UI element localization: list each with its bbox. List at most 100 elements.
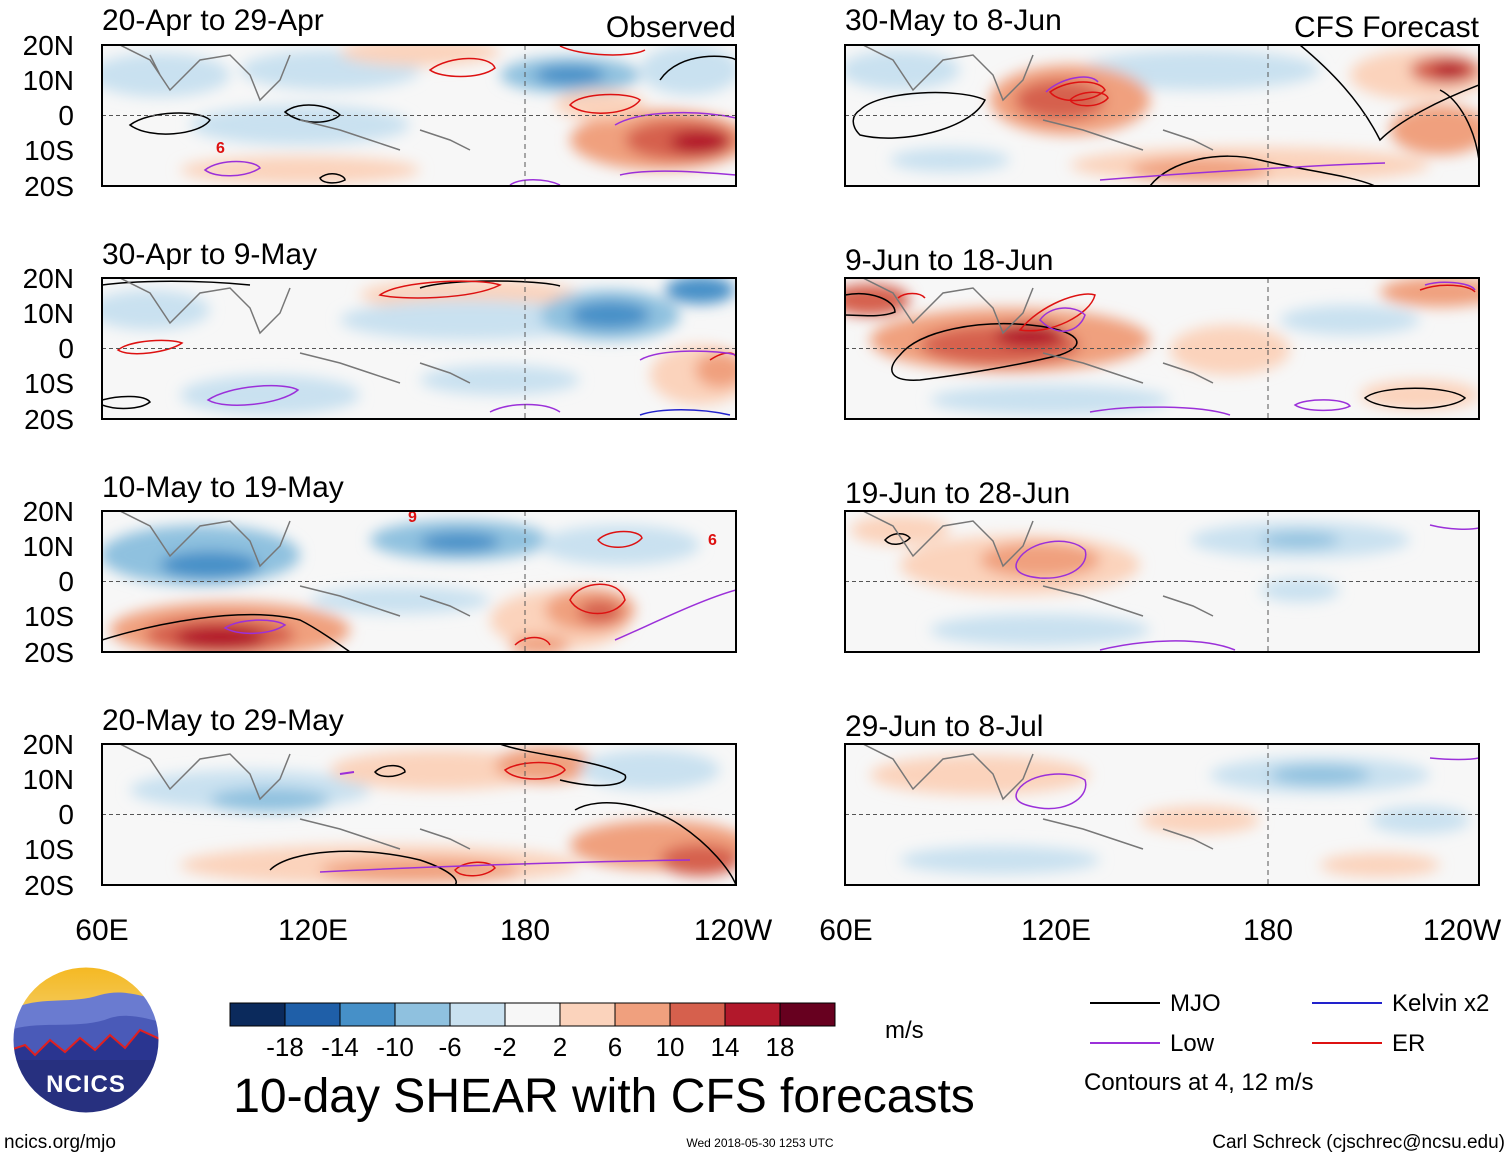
lat-axis-panel-4: 20N 10N 0 10S 20S [23,729,74,901]
lat-label: 10S [24,135,74,166]
panel-frame [101,277,737,420]
lat-label: 10S [24,601,74,632]
panel-frame [844,44,1480,187]
svg-text:9: 9 [408,509,417,526]
colorbar-label: -2 [493,1032,516,1062]
svg-text:6: 6 [216,140,225,157]
colorbar-swatch [394,1002,451,1027]
panel-title: 30-Apr to 9-May [102,238,317,271]
colorbar-swatch [284,1002,341,1027]
svg-text:6: 6 [708,532,717,549]
forecast-label: CFS Forecast [1294,11,1480,44]
logo-text: NCICS [46,1071,126,1098]
lat-label: 20N [23,729,74,760]
lat-label: 20S [24,404,74,435]
colorbar-label: 6 [608,1032,622,1062]
lat-label: 20S [24,637,74,668]
panel-title: 30-May to 8-Jun [845,4,1062,37]
colorbar-swatch [504,1002,561,1027]
legend-label: Kelvin x2 [1392,990,1489,1017]
lat-label: 20S [24,870,74,901]
legend-item-er: ER [1312,1030,1425,1057]
colorbar-swatch [724,1002,781,1027]
panel-obs-1: 20-Apr to 29-Apr Observed [101,4,737,187]
lat-label: 10S [24,834,74,865]
lat-label: 10N [23,298,74,329]
colorbar-label: -18 [266,1032,304,1062]
panel-fc-4: 29-Jun to 8-Jul [844,710,1480,886]
colorbar-label: -10 [376,1032,414,1062]
panel-obs-2: 30-Apr to 9-May [101,238,737,420]
lat-label: 20N [23,263,74,294]
lat-axis-panel-3: 20N 10N 0 10S 20S [23,496,74,668]
legend-label: ER [1392,1030,1425,1057]
colorbar-label: -6 [438,1032,461,1062]
lat-label: 20N [23,496,74,527]
panel-frame [101,44,737,187]
panel-obs-3: 10-May to 19-May [101,471,737,653]
colorbar-swatch [614,1002,671,1027]
legend-item-low: Low [1090,1030,1215,1057]
colorbar-label: 10 [656,1032,685,1062]
lat-label: 10N [23,65,74,96]
author-credit: Carl Schreck (cjschrec@ncsu.edu) [1212,1132,1505,1153]
legend-label: Low [1170,1030,1215,1057]
lat-label: 20N [23,30,74,61]
legend-label: MJO [1170,990,1221,1017]
colorbar-swatch [559,1002,616,1027]
lat-label: 0 [58,333,74,364]
lat-label: 0 [58,100,74,131]
panel-obs-4: 20-May to 29-May [101,704,737,886]
colorbar-label: 14 [711,1032,740,1062]
lat-label: 0 [58,799,74,830]
colorbar-swatch [449,1002,506,1027]
lon-label: 60E [75,914,128,947]
lat-axis-panel-1: 20N 10N 0 10S 20S [23,30,74,202]
lon-axis-left: 60E 120E 180 120W [75,914,773,947]
colorbar-swatch [669,1002,726,1027]
website-link[interactable]: ncics.org/mjo [4,1132,116,1153]
colorbar-label: 18 [766,1032,795,1062]
panel-frame [844,510,1480,653]
lat-label: 10S [24,368,74,399]
panel-title: 10-May to 19-May [102,471,344,504]
panel-frame [101,510,737,653]
lon-label: 120W [1423,914,1502,947]
colorbar-label: -14 [321,1032,359,1062]
colorbar-swatch [779,1002,836,1027]
panel-title: 9-Jun to 18-Jun [845,244,1053,277]
panel-title: 20-Apr to 29-Apr [102,4,324,37]
contour-legend: MJO Kelvin x2 Low ER Contours at 4, 12 m… [1084,990,1489,1096]
lat-label: 10N [23,531,74,562]
colorbar-label: 2 [553,1032,567,1062]
lon-label: 180 [1243,914,1293,947]
panel-fc-1: 30-May to 8-Jun CFS Forecast [844,4,1480,187]
shear-field: 6 [102,45,736,186]
panel-title: 19-Jun to 28-Jun [845,477,1070,510]
shear-field [102,278,736,419]
main-title: 10-day SHEAR with CFS forecasts [233,1070,975,1123]
lon-label: 120E [278,914,348,947]
lat-label: 20S [24,171,74,202]
observed-label: Observed [606,11,736,44]
lat-label: 10N [23,764,74,795]
lon-label: 60E [819,914,872,947]
colorbar: -18 -14 -10 -6 -2 2 6 10 14 18 [229,1002,836,1062]
units-label: m/s [885,1017,924,1044]
contour-note: Contours at 4, 12 m/s [1084,1069,1313,1096]
panel-frame [844,277,1480,420]
panel-title: 29-Jun to 8-Jul [845,710,1043,743]
timestamp: Wed 2018-05-30 1253 UTC [686,1136,834,1150]
legend-item-kelvin: Kelvin x2 [1312,990,1489,1017]
lon-label: 120E [1021,914,1091,947]
shear-field: 9 6 [102,509,736,652]
lon-axis-right: 60E 120E 180 120W [819,914,1502,947]
panel-frame [101,743,737,886]
panel-fc-3: 19-Jun to 28-Jun [844,477,1480,653]
panel-frame [844,743,1480,886]
lat-axis-panel-2: 20N 10N 0 10S 20S [23,263,74,435]
panel-title: 20-May to 29-May [102,704,344,737]
legend-item-mjo: MJO [1090,990,1221,1017]
lon-label: 120W [694,914,773,947]
